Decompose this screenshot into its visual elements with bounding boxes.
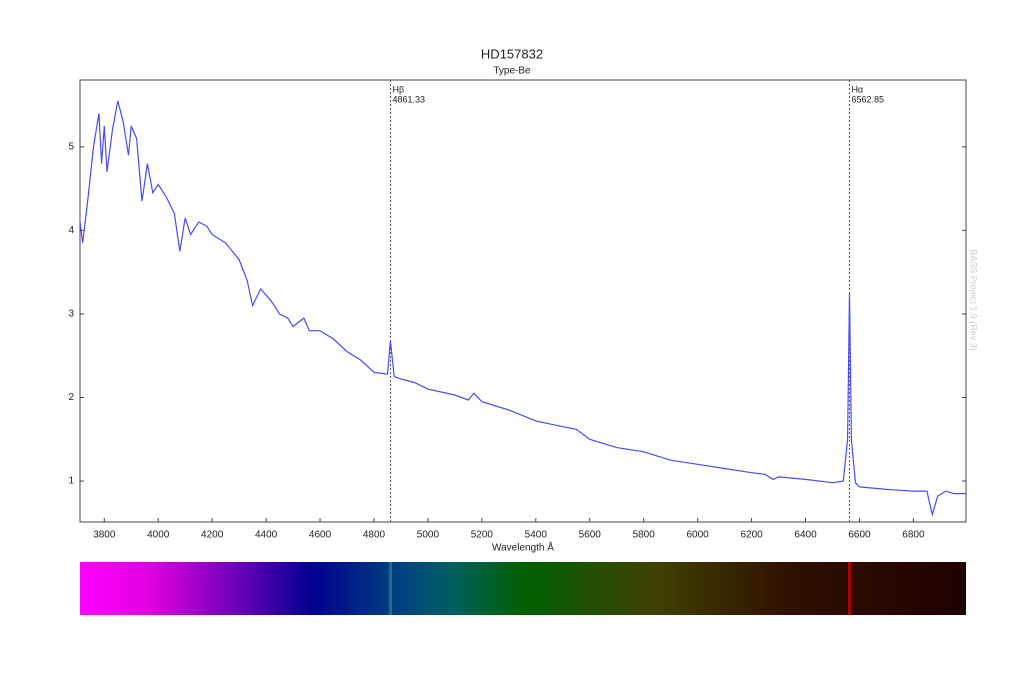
spectrum-strip: [80, 562, 966, 615]
spectrum-line-series: [79, 100, 966, 517]
side-text: BASS Project 1.9 (Rev 3): [969, 249, 979, 351]
y-tick-label: 4: [68, 225, 74, 236]
x-tick-label: 6200: [740, 530, 763, 541]
reference-label: Hα: [851, 84, 863, 94]
plot-frame: [79, 79, 967, 523]
x-axis-label: Wavelength Å: [492, 541, 554, 554]
x-tick-label: 6800: [902, 530, 925, 541]
spectrum-line: [847, 562, 851, 615]
chart-subtitle: Type-Be: [493, 66, 531, 77]
reference-label: Hβ: [393, 84, 405, 94]
chart-title: HD157832: [481, 46, 543, 61]
x-tick-label: 4800: [363, 530, 386, 541]
x-tick-label: 4600: [309, 530, 332, 541]
y-tick-label: 5: [68, 141, 74, 152]
x-tick-label: 6400: [794, 530, 817, 541]
x-tick-label: 4200: [201, 530, 224, 541]
y-tick-label: 1: [68, 476, 74, 487]
x-tick-label: 3800: [93, 530, 116, 541]
x-tick-label: 6600: [848, 530, 871, 541]
x-tick-label: 6000: [687, 530, 710, 541]
y-tick-label: 2: [68, 392, 74, 403]
x-tick-label: 5200: [471, 530, 494, 541]
x-tick-label: 4400: [255, 530, 278, 541]
x-tick-label: 5400: [525, 530, 548, 541]
x-tick-label: 4000: [147, 530, 170, 541]
spectrum-line: [389, 562, 393, 615]
x-tick-label: 5800: [633, 530, 656, 541]
x-tick-label: 5000: [417, 530, 440, 541]
x-tick-label: 5600: [579, 530, 602, 541]
y-tick-label: 3: [68, 309, 74, 320]
reference-value: 6562.85: [851, 94, 884, 104]
reference-value: 4861.33: [393, 94, 426, 104]
